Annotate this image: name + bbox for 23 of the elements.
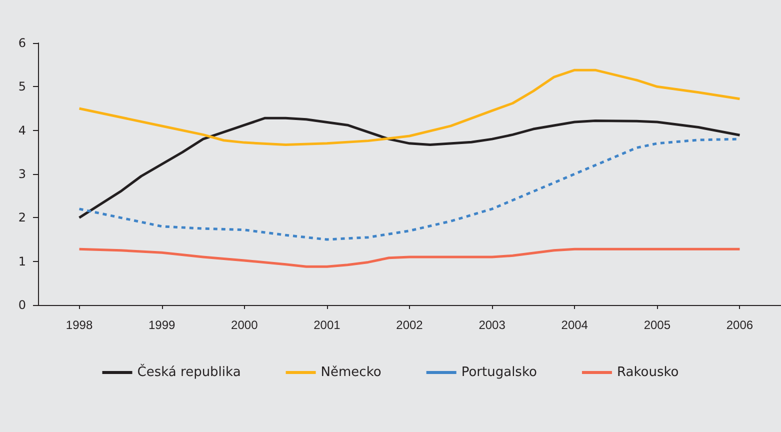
x-tick-label: 2003 xyxy=(478,318,506,332)
line-series xyxy=(78,116,741,219)
y-tick-label: 1 xyxy=(18,254,26,268)
y-tick-label: 4 xyxy=(18,123,26,138)
x-tick-label: 2005 xyxy=(644,318,671,332)
x-tick-label: 2000 xyxy=(231,318,258,332)
y-tick-label: 0 xyxy=(18,298,26,312)
x-tick-label: 2001 xyxy=(314,318,341,332)
legend-label: Německo xyxy=(320,365,382,380)
x-tick-label: 2006 xyxy=(726,318,754,332)
y-tick-label: 3 xyxy=(18,167,26,181)
legend-label: Rakousko xyxy=(616,365,679,380)
x-tick-label: 2002 xyxy=(396,318,424,332)
y-tick-label: 6 xyxy=(18,36,26,50)
line-series xyxy=(78,248,741,268)
legend-label: Česká republika xyxy=(137,363,241,380)
x-tick-label: 2004 xyxy=(561,318,588,332)
legend-label: Portugalsko xyxy=(461,365,538,380)
x-tick-label: 1998 xyxy=(66,318,93,332)
x-tick-label: 1999 xyxy=(148,318,176,332)
y-tick-label: 2 xyxy=(18,210,26,225)
y-tick-label: 5 xyxy=(18,80,26,94)
line-series xyxy=(78,68,741,146)
